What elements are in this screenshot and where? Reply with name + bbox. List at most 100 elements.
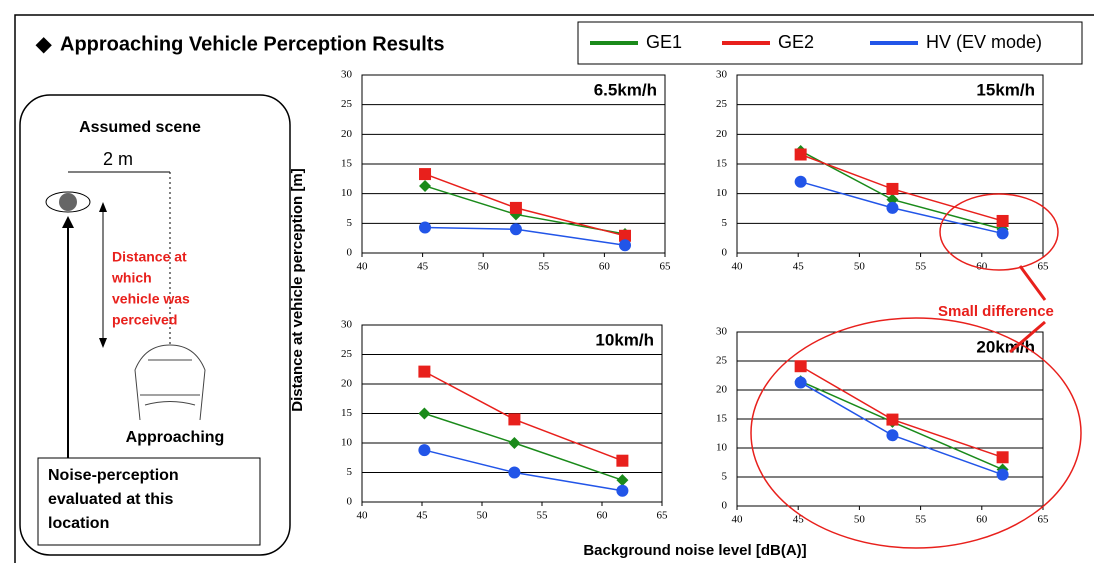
y-tick-label: 10: [716, 187, 728, 199]
y-tick-label: 5: [347, 217, 353, 229]
marker: [508, 466, 521, 479]
chart: 0 5 10 15 20 25 30 40 45 50 55 60 65 10km/h: [341, 319, 668, 522]
annotation: Small difference: [938, 303, 1054, 320]
chart-title: 6.5km/h: [594, 80, 657, 99]
marker: [794, 376, 807, 389]
y-tick-label: 10: [341, 437, 353, 449]
listener-ring: [45, 191, 91, 213]
marker: [418, 365, 431, 378]
x-tick-label: 40: [732, 514, 744, 526]
marker: [419, 168, 432, 181]
y-tick-label: 30: [716, 326, 728, 338]
marker: [418, 407, 431, 420]
x-axis-label: Background noise level [dB(A)]: [583, 542, 806, 559]
marker: [508, 413, 521, 426]
x-tick-label: 60: [976, 261, 988, 273]
x-tick-label: 65: [657, 510, 669, 522]
slide-title: Approaching Vehicle Perception Results: [60, 33, 445, 55]
marker: [419, 221, 432, 234]
x-tick-label: 60: [599, 261, 611, 273]
x-tick-label: 65: [1038, 261, 1050, 273]
y-tick-label: 15: [341, 158, 353, 170]
y-tick-label: 0: [347, 247, 353, 259]
y-tick-label: 5: [722, 471, 728, 483]
x-tick-label: 45: [417, 510, 429, 522]
vehicle: [134, 344, 206, 421]
x-tick-label: 50: [854, 514, 866, 526]
highlight-ellipse: [750, 317, 1082, 549]
marker: [619, 229, 632, 242]
listener: [59, 193, 77, 211]
y-tick-label: 20: [716, 384, 728, 396]
highlight-ellipse: [939, 193, 1059, 271]
chart-title: 10km/h: [595, 330, 654, 349]
distance-label: perceived: [112, 312, 177, 328]
marker: [886, 429, 899, 442]
location-box: [37, 457, 261, 546]
marker: [419, 179, 432, 192]
chart-title: 15km/h: [976, 80, 1035, 99]
y-tick-label: 25: [716, 355, 728, 367]
y-tick-label: 25: [341, 98, 353, 110]
y-tick-label: 20: [716, 128, 728, 140]
y-tick-label: 20: [341, 128, 353, 140]
marker: [619, 239, 632, 252]
x-tick-label: 45: [793, 261, 805, 273]
arrow-head: [62, 216, 74, 228]
x-tick-label: 55: [537, 510, 549, 522]
location-label: Noise-perception: [48, 467, 179, 484]
marker: [418, 444, 431, 457]
x-tick-label: 45: [417, 261, 429, 273]
legend: GE1 GE2 HV (EV mode): [590, 32, 1042, 52]
y-tick-label: 0: [347, 496, 353, 508]
x-tick-label: 50: [478, 261, 490, 273]
marker: [508, 437, 521, 449]
marker: [794, 175, 807, 188]
marker: [616, 474, 629, 487]
vehicle-label: Approaching: [126, 429, 225, 446]
y-tick-label: 30: [716, 69, 728, 81]
y-tick-label: 15: [341, 407, 353, 419]
chart: 0 5 10 15 20 25 30 40 45 50 55 60 65 6.5km/h: [341, 69, 671, 273]
y-tick-label: 25: [341, 348, 353, 360]
x-tick-label: 40: [732, 261, 744, 273]
legend-label: GE2: [778, 32, 814, 52]
y-tick-label: 15: [716, 158, 728, 170]
x-tick-label: 60: [597, 510, 609, 522]
y-tick-label: 5: [722, 217, 728, 229]
marker: [996, 468, 1009, 481]
y-tick-label: 10: [716, 442, 728, 454]
marker: [509, 223, 522, 236]
marker: [886, 182, 899, 195]
marker: [509, 201, 522, 214]
y-tick-label: 30: [341, 319, 353, 331]
bullet: ◆: [35, 33, 52, 55]
x-tick-label: 40: [357, 261, 369, 273]
x-tick-label: 65: [660, 261, 672, 273]
x-tick-label: 55: [915, 514, 927, 526]
chart: 0 5 10 15 20 25 30 40 45 50 55 60 65 15km/h: [716, 69, 1049, 273]
x-tick-label: 40: [357, 510, 369, 522]
distance-label: vehicle was: [112, 291, 190, 307]
marker: [886, 193, 899, 206]
location-label: location: [48, 515, 109, 532]
distance-label: Distance at: [112, 249, 187, 265]
y-tick-label: 20: [341, 378, 353, 390]
x-tick-label: 55: [915, 261, 927, 273]
x-tick-label: 45: [793, 514, 805, 526]
legend-box: [577, 21, 1083, 65]
marker: [996, 227, 1009, 240]
y-tick-label: 10: [341, 187, 353, 199]
x-tick-label: 55: [538, 261, 550, 273]
scene-frame: [19, 94, 291, 556]
annotation-arrow: [1009, 320, 1046, 354]
scene-title: Assumed scene: [79, 119, 201, 136]
y-tick-label: 0: [722, 247, 728, 259]
x-tick-label: 60: [976, 514, 988, 526]
width-label: 2 m: [103, 149, 133, 169]
slide-frame: [14, 14, 1094, 563]
y-tick-label: 0: [722, 500, 728, 512]
marker: [616, 454, 629, 467]
